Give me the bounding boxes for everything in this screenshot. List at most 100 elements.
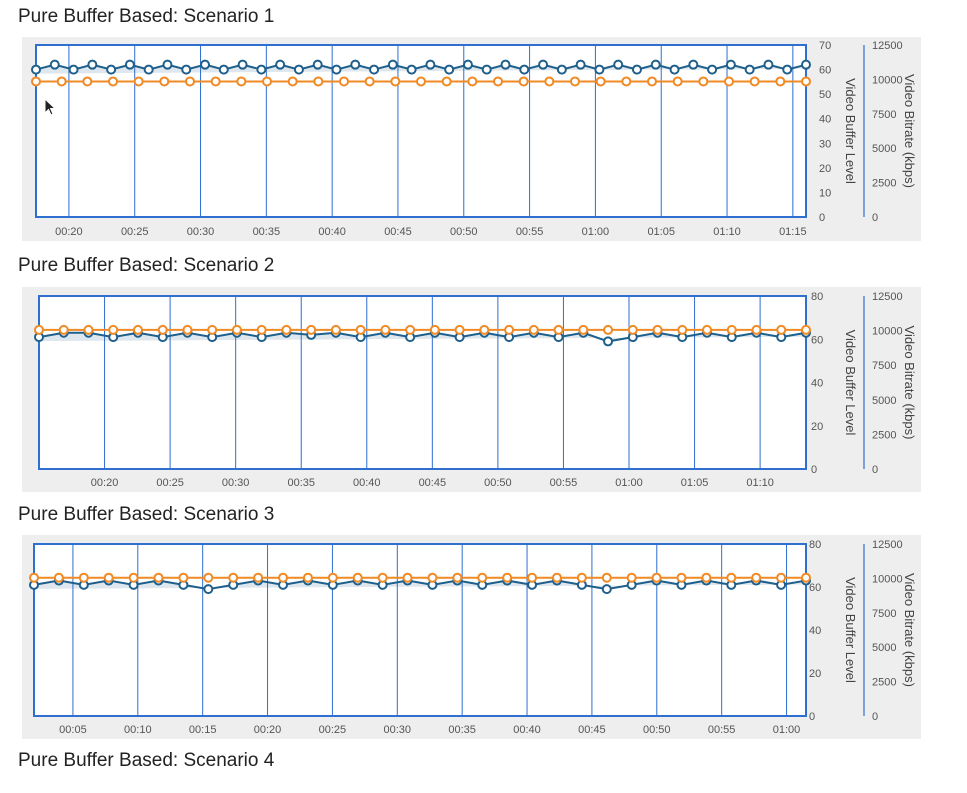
chart-1-right-tick-label: 0 bbox=[872, 212, 878, 224]
chart-1-series-1-point bbox=[82, 76, 93, 87]
chart-3-left-axis-label: Video Buffer Level bbox=[843, 577, 858, 683]
chart-3-series-1-point bbox=[551, 572, 562, 583]
chart-3-series-1-point bbox=[302, 572, 313, 583]
chart-1-series-0-point bbox=[669, 64, 680, 75]
chart-1-series-1-point bbox=[698, 76, 709, 87]
chart-2-x-tick-label: 01:00 bbox=[615, 477, 643, 489]
chart-2-series-1-point bbox=[578, 324, 589, 335]
chart-1-left-axis-label: Video Buffer Level bbox=[843, 78, 858, 184]
chart-3-series-1-point bbox=[502, 572, 513, 583]
chart-1-series-0-point bbox=[631, 64, 642, 75]
chart-1-right-axis-label: Video Bitrate (kbps) bbox=[902, 74, 917, 188]
chart-3-series-1-point bbox=[153, 572, 164, 583]
chart-1-series-0-point bbox=[312, 59, 323, 70]
chart-1-series-1-point bbox=[133, 76, 144, 87]
chart-1-series-1-point bbox=[544, 76, 555, 87]
chart-1-series-0-point bbox=[763, 59, 774, 70]
chart-2-x-tick-label: 01:10 bbox=[746, 477, 774, 489]
chart-3-series-1-point bbox=[726, 572, 737, 583]
chart-2-series-1-point bbox=[801, 324, 811, 335]
chart-3-series-1-point bbox=[427, 572, 438, 583]
chart-1-series-0-point bbox=[801, 59, 811, 70]
chart-2-right-tick-label: 12500 bbox=[872, 291, 903, 303]
chart-2-series-1-point bbox=[355, 324, 366, 335]
chart-3-series-1-point bbox=[527, 572, 538, 583]
chart-1-x-tick-label: 00:40 bbox=[318, 226, 346, 238]
chart-3-series-1-point bbox=[278, 572, 289, 583]
chart-2-right-tick-label: 2500 bbox=[872, 429, 896, 441]
chart-3-series-0-area bbox=[34, 580, 806, 590]
chart-1-left-tick-label: 40 bbox=[819, 114, 831, 126]
chart-1-series-1-point bbox=[108, 76, 118, 87]
chart-1-series-0-point bbox=[575, 59, 586, 70]
chart-2-series-1-point bbox=[677, 324, 688, 335]
chart-3-series-1-point bbox=[128, 572, 139, 583]
chart-3-series-1-point bbox=[377, 572, 388, 583]
chart-1-series-0-point bbox=[387, 59, 398, 70]
chart-2-series-1-point bbox=[380, 324, 391, 335]
chart-3-x-tick-label: 00:05 bbox=[59, 724, 87, 736]
chart-1-series-0-point bbox=[49, 59, 60, 70]
chart-1-series-1-point bbox=[647, 76, 657, 87]
chart-1-series-1-point bbox=[159, 76, 170, 87]
chart-1-series-1-point bbox=[749, 76, 760, 87]
chart-2-series-1-point bbox=[776, 324, 787, 335]
chart-1-x-tick-label: 00:50 bbox=[450, 226, 478, 238]
chart-1-series-1-point bbox=[210, 76, 221, 87]
chart-1-right-tick-label: 10000 bbox=[872, 74, 903, 86]
chart-1-series-0-point bbox=[31, 64, 41, 75]
chart-1-series-1-point bbox=[262, 76, 272, 87]
chart-2-series-1-point bbox=[504, 324, 515, 335]
chart-2-x-tick-label: 00:35 bbox=[287, 477, 315, 489]
chart-3-series-1-point bbox=[352, 572, 363, 583]
chart-1-x-tick-label: 00:45 bbox=[384, 226, 412, 238]
chart-3-plot-border bbox=[33, 543, 807, 717]
chart-2-series-0-area bbox=[39, 332, 806, 342]
chart-2-series-1-point bbox=[454, 324, 465, 335]
chart-1-right-tick-label: 5000 bbox=[872, 143, 896, 155]
chart-2-series-1-point bbox=[306, 324, 317, 335]
chart-3-right-tick-label: 0 bbox=[872, 711, 878, 723]
chart-3-series-0-point bbox=[203, 584, 214, 595]
chart-1-left-tick-label: 20 bbox=[819, 163, 831, 175]
chart-2-plot-border bbox=[38, 295, 807, 470]
chart-3-series-1-point bbox=[801, 572, 811, 583]
chart-2-series-1-point bbox=[281, 324, 292, 335]
chart-1-series-0-point bbox=[444, 64, 455, 75]
chart-2-series-1-point bbox=[528, 324, 539, 335]
chart-1-series-0-point bbox=[124, 59, 135, 70]
chart-2-series-1-point bbox=[702, 324, 713, 335]
chart-1-series-0-point bbox=[707, 64, 718, 75]
chart-2-right-axis-label: Video Bitrate (kbps) bbox=[902, 326, 917, 440]
chart-1-series-0-point bbox=[650, 59, 661, 70]
chart-3-right-tick-label: 5000 bbox=[872, 642, 896, 654]
chart-1-series-1-point bbox=[493, 76, 503, 87]
chart-3-series-1-point bbox=[253, 572, 264, 583]
chart-1-series-0-point bbox=[425, 59, 436, 70]
chart-1-series-1-point bbox=[621, 76, 632, 87]
chart-2-x-tick-label: 00:30 bbox=[222, 477, 250, 489]
chart-3-series-1-point bbox=[701, 572, 712, 583]
chart-1-left-tick-label: 60 bbox=[819, 65, 831, 77]
chart-1-series-1-point bbox=[775, 76, 786, 87]
chart-1-series-1-point bbox=[185, 76, 195, 87]
chart-3-x-tick-label: 00:30 bbox=[384, 724, 412, 736]
chart-1-series-0-point bbox=[293, 64, 304, 75]
chart-3-x-tick-label: 00:55 bbox=[708, 724, 736, 736]
chart-1-series-0-point bbox=[556, 64, 567, 75]
chart-1-right-tick-label: 12500 bbox=[872, 40, 903, 52]
chart-2-series-1-point bbox=[405, 324, 416, 335]
chart-3-plot-area bbox=[34, 544, 806, 716]
chart-3-series-1-point bbox=[751, 572, 762, 583]
chart-2-series-1-point bbox=[603, 324, 614, 335]
chart-1-x-tick-label: 01:10 bbox=[713, 226, 741, 238]
chart-2-x-tick-label: 00:40 bbox=[353, 477, 381, 489]
chart-3-left-tick-label: 80 bbox=[809, 539, 821, 551]
chart-2-series-1-point bbox=[553, 324, 564, 335]
chart-3-series-1-point bbox=[676, 572, 687, 583]
chart-2-left-tick-label: 80 bbox=[811, 291, 823, 303]
chart-3-series-1-point bbox=[626, 572, 637, 583]
chart-2-left-axis-label: Video Buffer Level bbox=[843, 330, 858, 436]
chart-1-x-tick-label: 01:05 bbox=[647, 226, 675, 238]
